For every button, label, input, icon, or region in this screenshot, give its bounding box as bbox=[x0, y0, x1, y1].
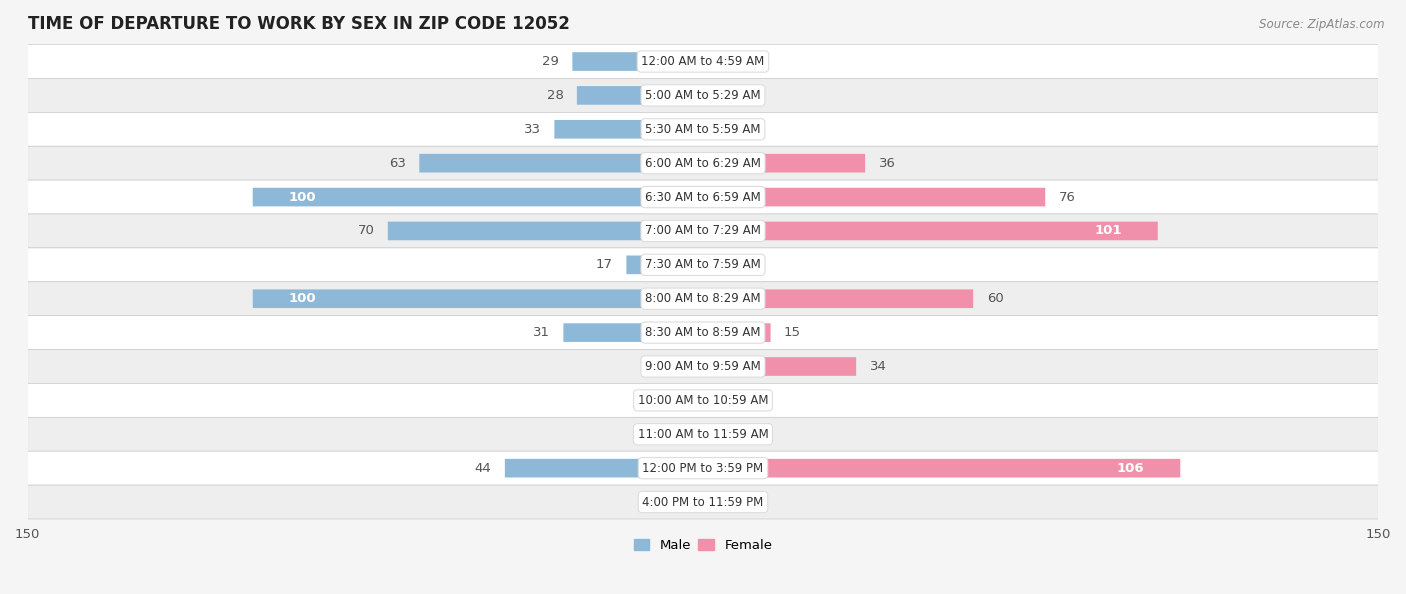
FancyBboxPatch shape bbox=[703, 188, 1045, 206]
FancyBboxPatch shape bbox=[28, 180, 1378, 214]
Text: 0: 0 bbox=[707, 55, 716, 68]
FancyBboxPatch shape bbox=[703, 222, 1157, 240]
Text: 5:30 AM to 5:59 AM: 5:30 AM to 5:59 AM bbox=[645, 123, 761, 136]
Text: 63: 63 bbox=[389, 157, 406, 170]
Text: 8:30 AM to 8:59 AM: 8:30 AM to 8:59 AM bbox=[645, 326, 761, 339]
Text: 0: 0 bbox=[707, 394, 716, 407]
Text: 5:00 AM to 5:29 AM: 5:00 AM to 5:29 AM bbox=[645, 89, 761, 102]
FancyBboxPatch shape bbox=[627, 255, 703, 274]
Text: 15: 15 bbox=[785, 326, 801, 339]
Text: 0: 0 bbox=[707, 123, 716, 136]
FancyBboxPatch shape bbox=[28, 282, 1378, 315]
Text: 11:00 AM to 11:59 AM: 11:00 AM to 11:59 AM bbox=[638, 428, 768, 441]
FancyBboxPatch shape bbox=[576, 86, 703, 105]
Text: 4:00 PM to 11:59 PM: 4:00 PM to 11:59 PM bbox=[643, 495, 763, 508]
Text: TIME OF DEPARTURE TO WORK BY SEX IN ZIP CODE 12052: TIME OF DEPARTURE TO WORK BY SEX IN ZIP … bbox=[28, 15, 569, 33]
FancyBboxPatch shape bbox=[554, 120, 703, 138]
FancyBboxPatch shape bbox=[28, 78, 1378, 112]
Text: 12:00 AM to 4:59 AM: 12:00 AM to 4:59 AM bbox=[641, 55, 765, 68]
Text: 106: 106 bbox=[1116, 462, 1144, 475]
Text: 0: 0 bbox=[690, 360, 699, 373]
FancyBboxPatch shape bbox=[388, 222, 703, 240]
FancyBboxPatch shape bbox=[28, 315, 1378, 349]
Text: 6:00 AM to 6:29 AM: 6:00 AM to 6:29 AM bbox=[645, 157, 761, 170]
Text: 44: 44 bbox=[475, 462, 492, 475]
FancyBboxPatch shape bbox=[703, 323, 770, 342]
Text: 7:00 AM to 7:29 AM: 7:00 AM to 7:29 AM bbox=[645, 225, 761, 238]
Text: 0: 0 bbox=[707, 428, 716, 441]
FancyBboxPatch shape bbox=[564, 323, 703, 342]
Text: 5: 5 bbox=[740, 258, 748, 271]
Text: 10:00 AM to 10:59 AM: 10:00 AM to 10:59 AM bbox=[638, 394, 768, 407]
Text: 8:00 AM to 8:29 AM: 8:00 AM to 8:29 AM bbox=[645, 292, 761, 305]
FancyBboxPatch shape bbox=[703, 154, 865, 172]
FancyBboxPatch shape bbox=[28, 384, 1378, 418]
FancyBboxPatch shape bbox=[505, 459, 703, 478]
Text: 76: 76 bbox=[1059, 191, 1076, 204]
Text: 17: 17 bbox=[596, 258, 613, 271]
FancyBboxPatch shape bbox=[28, 451, 1378, 485]
FancyBboxPatch shape bbox=[419, 154, 703, 172]
Text: 36: 36 bbox=[879, 157, 896, 170]
FancyBboxPatch shape bbox=[28, 418, 1378, 451]
Text: 29: 29 bbox=[543, 55, 560, 68]
FancyBboxPatch shape bbox=[28, 146, 1378, 180]
FancyBboxPatch shape bbox=[28, 214, 1378, 248]
FancyBboxPatch shape bbox=[703, 289, 973, 308]
FancyBboxPatch shape bbox=[253, 188, 703, 206]
FancyBboxPatch shape bbox=[703, 357, 856, 376]
FancyBboxPatch shape bbox=[28, 248, 1378, 282]
Text: 0: 0 bbox=[707, 89, 716, 102]
Text: 100: 100 bbox=[288, 191, 316, 204]
Text: 0: 0 bbox=[690, 394, 699, 407]
FancyBboxPatch shape bbox=[28, 349, 1378, 384]
FancyBboxPatch shape bbox=[28, 112, 1378, 146]
Legend: Male, Female: Male, Female bbox=[628, 533, 778, 557]
Text: 34: 34 bbox=[869, 360, 886, 373]
Text: 70: 70 bbox=[357, 225, 374, 238]
FancyBboxPatch shape bbox=[703, 255, 725, 274]
Text: 101: 101 bbox=[1094, 225, 1122, 238]
Text: 33: 33 bbox=[524, 123, 541, 136]
Text: 28: 28 bbox=[547, 89, 564, 102]
Text: 7:30 AM to 7:59 AM: 7:30 AM to 7:59 AM bbox=[645, 258, 761, 271]
FancyBboxPatch shape bbox=[253, 289, 703, 308]
Text: 60: 60 bbox=[987, 292, 1004, 305]
Text: 100: 100 bbox=[288, 292, 316, 305]
Text: 6:30 AM to 6:59 AM: 6:30 AM to 6:59 AM bbox=[645, 191, 761, 204]
FancyBboxPatch shape bbox=[28, 485, 1378, 519]
Text: 0: 0 bbox=[707, 495, 716, 508]
FancyBboxPatch shape bbox=[572, 52, 703, 71]
Text: 12:00 PM to 3:59 PM: 12:00 PM to 3:59 PM bbox=[643, 462, 763, 475]
Text: 0: 0 bbox=[690, 428, 699, 441]
Text: 31: 31 bbox=[533, 326, 550, 339]
Text: 0: 0 bbox=[690, 495, 699, 508]
FancyBboxPatch shape bbox=[28, 45, 1378, 78]
Text: 9:00 AM to 9:59 AM: 9:00 AM to 9:59 AM bbox=[645, 360, 761, 373]
Text: Source: ZipAtlas.com: Source: ZipAtlas.com bbox=[1260, 18, 1385, 31]
FancyBboxPatch shape bbox=[703, 459, 1180, 478]
